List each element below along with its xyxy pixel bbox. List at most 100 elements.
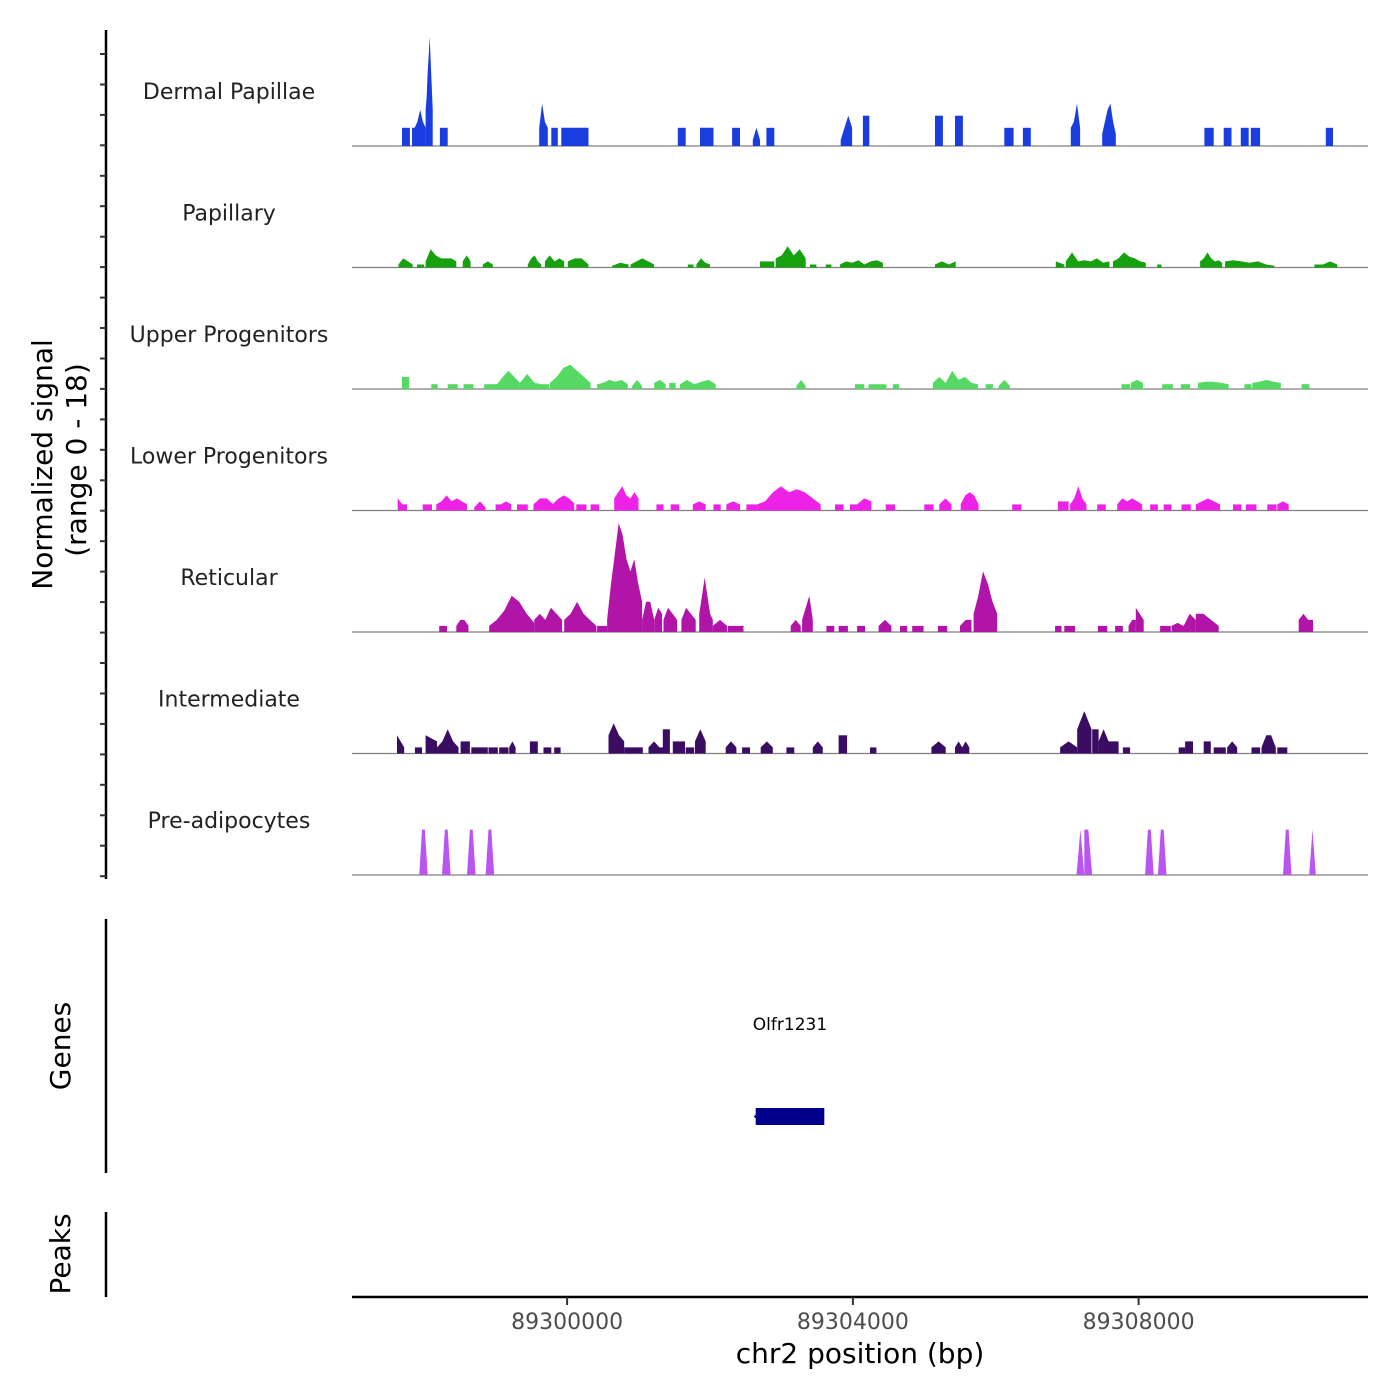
signal-area bbox=[766, 127, 775, 146]
signal-area bbox=[752, 127, 760, 146]
signal-area bbox=[1277, 501, 1289, 511]
signal-area bbox=[527, 255, 542, 268]
signal-area bbox=[998, 379, 1010, 389]
signal-area bbox=[825, 264, 832, 268]
signal-area bbox=[1157, 829, 1167, 875]
signal-area bbox=[760, 261, 775, 268]
signal-area bbox=[973, 571, 998, 632]
signal-area bbox=[517, 504, 528, 511]
signal-area bbox=[414, 747, 422, 754]
track-papillary: Papillary bbox=[182, 202, 1368, 269]
signal-area bbox=[495, 501, 512, 511]
y-axis-title-line1: Normalized signal bbox=[26, 339, 59, 590]
signal-area bbox=[1065, 252, 1110, 268]
y-axis-title-line2: (range 0 - 18) bbox=[60, 363, 93, 557]
signal-area bbox=[1250, 127, 1261, 146]
signal-area bbox=[437, 729, 459, 754]
signal-area bbox=[857, 498, 872, 511]
signal-area bbox=[624, 747, 643, 754]
signal-area bbox=[1160, 625, 1171, 632]
signal-area bbox=[862, 115, 870, 146]
signal-area bbox=[442, 829, 451, 875]
signal-area bbox=[597, 379, 628, 389]
signal-area bbox=[398, 258, 413, 268]
signal-area bbox=[539, 103, 548, 146]
track-upper-progenitors: Upper Progenitors bbox=[130, 323, 1368, 390]
signal-area bbox=[1064, 625, 1076, 632]
x-axis-ticks: 89300000 89304000 89308000 bbox=[511, 1297, 1195, 1335]
signal-area bbox=[553, 495, 575, 511]
signal-area bbox=[1145, 829, 1154, 875]
signal-area bbox=[960, 619, 972, 632]
signal-area bbox=[726, 501, 740, 511]
signal-area bbox=[760, 741, 773, 754]
signal-area bbox=[1097, 504, 1106, 511]
signal-area bbox=[402, 376, 410, 389]
signal-area bbox=[567, 258, 589, 268]
signal-area bbox=[447, 384, 458, 389]
signal-area bbox=[939, 498, 952, 511]
signal-area bbox=[1112, 252, 1146, 268]
signal-area bbox=[868, 384, 887, 389]
signal-area bbox=[554, 747, 561, 754]
signal-area bbox=[663, 607, 678, 632]
signal-area bbox=[1185, 741, 1193, 754]
signal-area bbox=[732, 127, 740, 146]
signal-area bbox=[1233, 504, 1242, 511]
signal-area bbox=[463, 384, 474, 389]
signal-area bbox=[746, 504, 758, 511]
signal-area bbox=[679, 379, 716, 389]
signal-area bbox=[1252, 379, 1281, 389]
signal-area bbox=[1195, 498, 1221, 511]
signal-area bbox=[935, 115, 943, 146]
genes-track-title: Genes bbox=[44, 1002, 77, 1090]
signal-area bbox=[1200, 252, 1223, 268]
signal-area bbox=[412, 109, 426, 146]
signal-area bbox=[1092, 729, 1099, 754]
signal-area bbox=[677, 127, 686, 146]
signal-area bbox=[397, 498, 407, 511]
signal-area bbox=[488, 747, 498, 754]
signal-area bbox=[474, 501, 486, 511]
signal-area bbox=[1163, 504, 1172, 511]
signal-area bbox=[1070, 103, 1081, 146]
signal-area bbox=[1076, 829, 1085, 875]
signal-area bbox=[932, 370, 978, 389]
signal-area bbox=[712, 619, 728, 632]
signal-area bbox=[462, 255, 471, 268]
signal-area bbox=[551, 127, 558, 146]
signal-area bbox=[935, 261, 956, 268]
signal-area bbox=[687, 264, 694, 268]
signal-area bbox=[1097, 625, 1108, 632]
signal-area bbox=[576, 504, 587, 511]
signal-area bbox=[460, 741, 470, 754]
signal-area bbox=[1267, 504, 1277, 511]
track-label: Papillary bbox=[182, 202, 276, 227]
y-axis-title: Normalized signal (range 0 - 18) bbox=[26, 330, 93, 589]
signal-area bbox=[519, 373, 550, 389]
signal-area bbox=[485, 829, 495, 875]
signal-area bbox=[431, 384, 438, 389]
signal-area bbox=[802, 595, 813, 632]
signal-area bbox=[960, 492, 979, 511]
signal-area bbox=[1060, 741, 1078, 754]
signal-area bbox=[790, 619, 801, 632]
signal-area bbox=[1203, 741, 1211, 754]
signal-area bbox=[630, 258, 655, 268]
signal-area bbox=[835, 504, 844, 511]
signal-area bbox=[1117, 498, 1143, 511]
signal-area bbox=[1122, 747, 1131, 754]
signal-area bbox=[742, 747, 750, 754]
signal-tracks: Dermal Papillae Papillary Upper Progenitor… bbox=[130, 37, 1368, 876]
signal-area bbox=[471, 747, 488, 754]
signal-area bbox=[1157, 264, 1162, 268]
signal-area bbox=[885, 504, 895, 511]
signal-area bbox=[1305, 829, 1316, 875]
track-label: Reticular bbox=[180, 566, 278, 591]
signal-area bbox=[419, 829, 428, 875]
peaks-track-title: Peaks bbox=[44, 1213, 77, 1294]
signal-area bbox=[1121, 384, 1131, 389]
signal-area bbox=[838, 625, 848, 632]
signal-area bbox=[838, 735, 848, 754]
signal-area bbox=[955, 741, 970, 754]
